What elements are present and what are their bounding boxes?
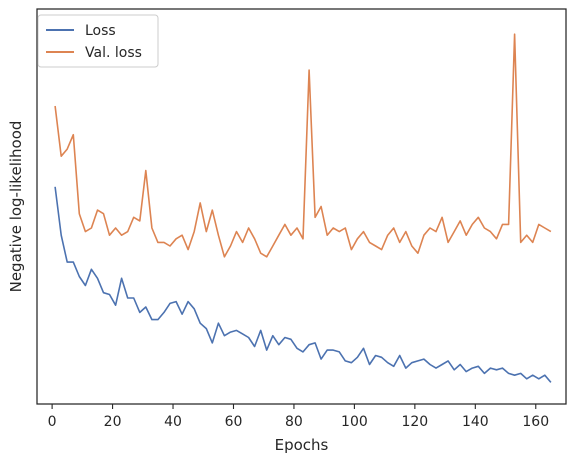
series-lines <box>54 33 552 383</box>
x-tick-label: 120 <box>401 414 428 430</box>
x-tick-label: 40 <box>164 414 182 430</box>
legend-label-val-loss: Val. loss <box>85 45 142 61</box>
legend: Loss Val. loss <box>37 14 159 68</box>
x-tick-label: 0 <box>48 414 57 430</box>
x-axis-ticks: 0 20 40 60 80 100 120 140 160 <box>48 404 549 430</box>
x-tick-label: 140 <box>462 414 489 430</box>
x-axis-label: Epochs <box>275 436 329 454</box>
x-tick-label: 60 <box>225 414 243 430</box>
x-tick-label: 160 <box>522 414 549 430</box>
legend-box <box>37 14 159 68</box>
y-axis-label: Negative log-likelihood <box>7 121 25 293</box>
x-tick-label: 20 <box>104 414 122 430</box>
legend-label-loss: Loss <box>85 23 116 39</box>
series-line-val-loss <box>54 33 552 258</box>
x-tick-label: 80 <box>285 414 303 430</box>
plot-frame <box>36 8 567 405</box>
series-line-loss <box>54 186 552 383</box>
x-tick-label: 100 <box>341 414 368 430</box>
